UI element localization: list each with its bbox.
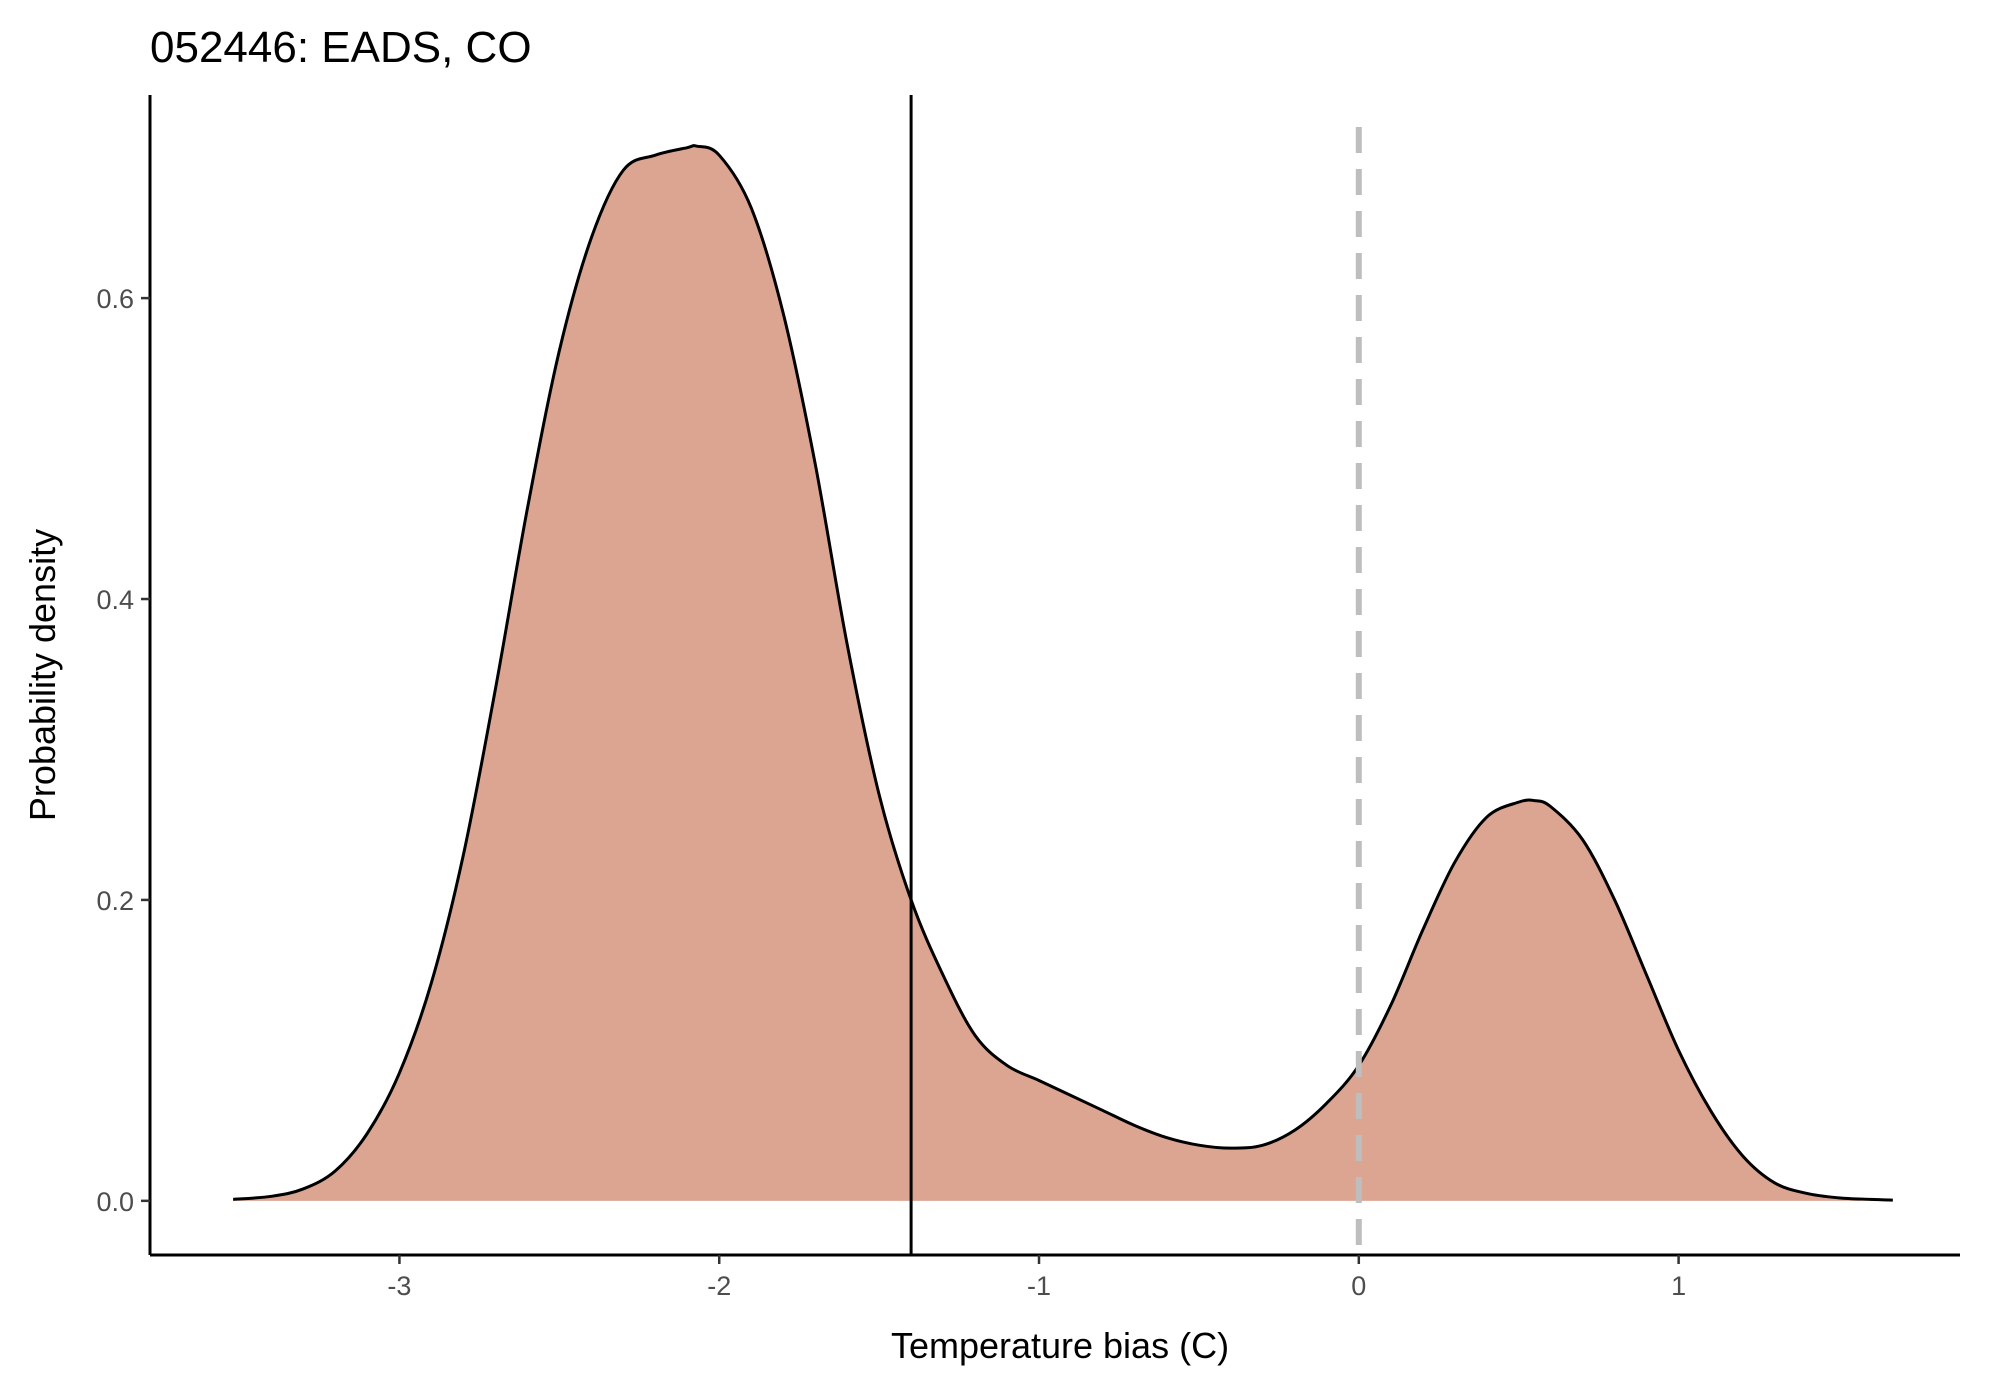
y-tick-label: 0.0 — [96, 1187, 134, 1217]
x-tick-label: -3 — [387, 1271, 411, 1301]
density-line — [233, 144, 1893, 1202]
x-tick-label: -2 — [707, 1271, 731, 1301]
density-area — [233, 145, 1893, 1201]
x-tick-label: 1 — [1671, 1271, 1686, 1301]
y-tick-label: 0.2 — [96, 886, 134, 916]
axes: -3 -2 -1 0 1 0.0 0.2 0.4 0.6 — [96, 95, 1960, 1301]
x-tick-label: 0 — [1351, 1271, 1366, 1301]
y-axis-title: Probability density — [22, 529, 63, 821]
x-axis-title: Temperature bias (C) — [891, 1325, 1229, 1366]
x-tick-label: -1 — [1027, 1271, 1051, 1301]
y-tick-label: 0.6 — [96, 284, 134, 314]
chart-title: 052446: EADS, CO — [150, 23, 532, 72]
plot-area — [233, 144, 1893, 1202]
y-tick-label: 0.4 — [96, 585, 134, 615]
reference-lines — [909, 95, 1362, 1255]
